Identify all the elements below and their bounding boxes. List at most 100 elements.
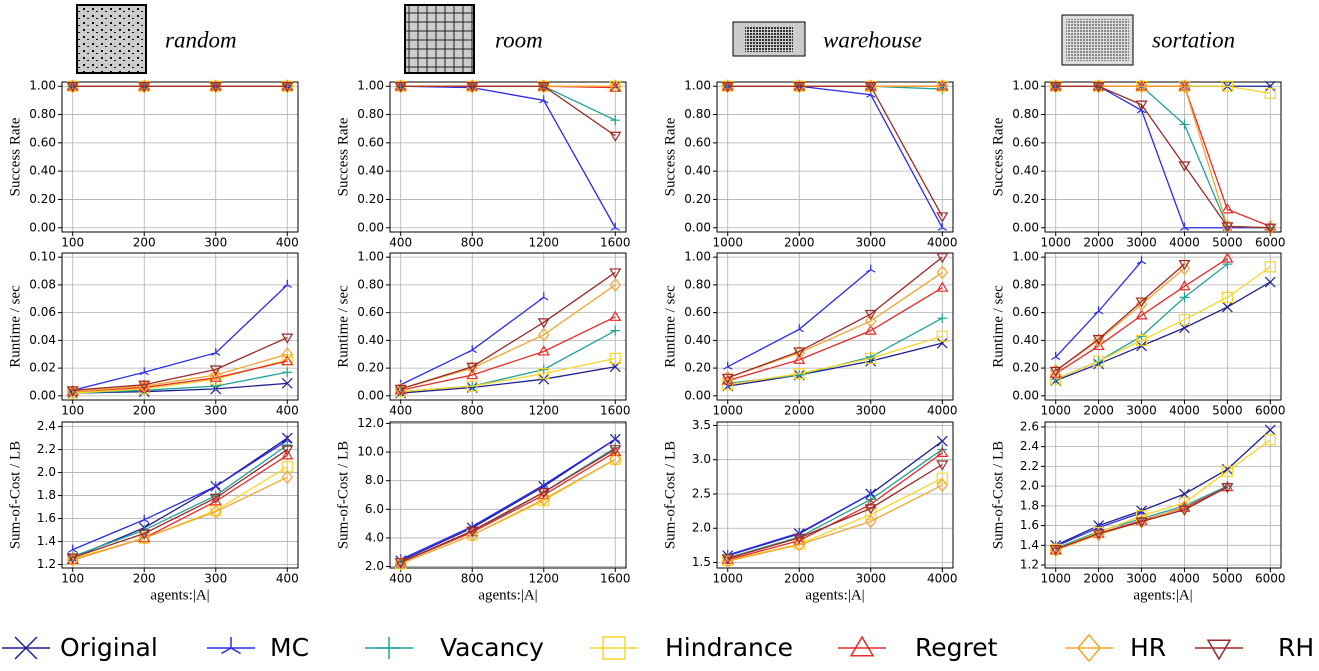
data-point <box>281 461 293 473</box>
plot-frame <box>61 421 299 569</box>
data-point <box>281 80 294 91</box>
data-point <box>1135 309 1148 320</box>
y-tick-label: 1.00 <box>1012 250 1039 264</box>
data-point <box>1221 465 1233 477</box>
data-point <box>466 82 479 93</box>
y-tick-label: 0.40 <box>357 164 384 178</box>
y-tick-label: 0.02 <box>29 361 56 375</box>
data-point <box>466 368 479 380</box>
x-tick-label: 4000 <box>1169 572 1200 586</box>
data-point <box>937 444 948 455</box>
data-point <box>537 492 550 507</box>
plot-area <box>62 422 298 568</box>
data-point <box>394 82 407 93</box>
y-tick-label: 0.80 <box>1012 277 1039 291</box>
y-tick-label: 2.5 <box>692 486 711 500</box>
data-point <box>209 365 222 376</box>
data-point <box>793 82 806 93</box>
data-point <box>1135 100 1148 111</box>
x-tick-label: 3000 <box>1126 572 1157 586</box>
y-tick-label: 0.60 <box>684 305 711 319</box>
series-line <box>1055 85 1271 229</box>
data-point <box>864 314 877 328</box>
data-point <box>138 529 151 540</box>
data-point <box>1049 80 1062 91</box>
plot-area <box>390 253 626 400</box>
legend-label: Original <box>60 633 158 662</box>
y-tick-label: 3.0 <box>692 452 711 466</box>
data-point <box>138 531 151 546</box>
series-line <box>727 85 943 217</box>
legend-marker <box>849 635 875 657</box>
data-point <box>395 80 407 92</box>
y-tick-label: 0.00 <box>29 388 56 402</box>
x-tick-label: 6000 <box>1255 404 1286 418</box>
data-point <box>1135 79 1148 94</box>
x-tick-label: 100 <box>61 572 84 586</box>
series-line <box>727 477 943 562</box>
data-point <box>1135 334 1148 346</box>
data-point <box>865 352 877 364</box>
x-tick-label: 5000 <box>1212 236 1243 250</box>
data-point <box>793 353 806 364</box>
data-point <box>937 313 948 324</box>
data-point <box>1179 292 1190 303</box>
data-point <box>1222 259 1233 270</box>
y-tick-label: 8.0 <box>365 473 384 487</box>
y-tick-label: 0.00 <box>684 388 711 402</box>
legend-marker <box>221 637 241 655</box>
series-line <box>400 357 616 393</box>
data-point <box>138 80 150 92</box>
data-point <box>1178 499 1191 514</box>
legend-marker <box>602 636 626 660</box>
data-point <box>1135 297 1148 308</box>
x-tick-label: 2000 <box>1083 572 1114 586</box>
series-line <box>727 484 943 562</box>
x-tick-label: 300 <box>204 572 227 586</box>
data-point <box>864 309 877 321</box>
plot-frame <box>716 252 954 401</box>
data-point <box>1178 161 1191 172</box>
y-tick-label: 0.40 <box>1012 333 1039 347</box>
plot-frame <box>716 81 954 233</box>
y-tick-label: 0.60 <box>1012 305 1039 319</box>
y-tick-label: 0.20 <box>357 192 384 206</box>
y-tick-label: 1.00 <box>29 79 56 93</box>
room-map-walls <box>406 6 473 72</box>
data-point <box>466 362 479 373</box>
data-point <box>610 222 620 231</box>
x-tick-label: 2000 <box>784 572 815 586</box>
data-point <box>282 435 292 444</box>
data-point <box>281 82 294 93</box>
data-point <box>936 281 949 292</box>
data-point <box>864 80 877 91</box>
data-point <box>721 80 734 91</box>
y-tick-label: 0.40 <box>684 164 711 178</box>
data-point <box>394 558 407 569</box>
data-point <box>281 354 294 366</box>
data-point <box>281 470 294 485</box>
data-point <box>793 80 805 92</box>
y-tick-label: 0.80 <box>684 277 711 291</box>
y-tick-label: 0.00 <box>357 220 384 234</box>
data-point <box>936 79 949 94</box>
x-tick-label: 400 <box>389 572 412 586</box>
data-point <box>794 324 804 333</box>
data-point <box>1264 80 1276 92</box>
data-point <box>936 435 948 447</box>
random-map-obstacles <box>78 6 145 72</box>
data-point <box>1264 261 1276 273</box>
y-tick-label: 0.80 <box>357 277 384 291</box>
data-point <box>1092 339 1105 351</box>
data-point <box>68 544 78 553</box>
series-line <box>72 439 288 551</box>
series-line <box>400 85 616 137</box>
data-point <box>537 488 550 500</box>
x-tick-label: 2000 <box>784 236 815 250</box>
data-point <box>609 277 622 292</box>
x-tick-label: 1600 <box>600 236 631 250</box>
data-point <box>721 373 734 384</box>
data-point <box>609 79 622 94</box>
x-tick-label: 4000 <box>1169 404 1200 418</box>
data-point <box>864 504 877 515</box>
